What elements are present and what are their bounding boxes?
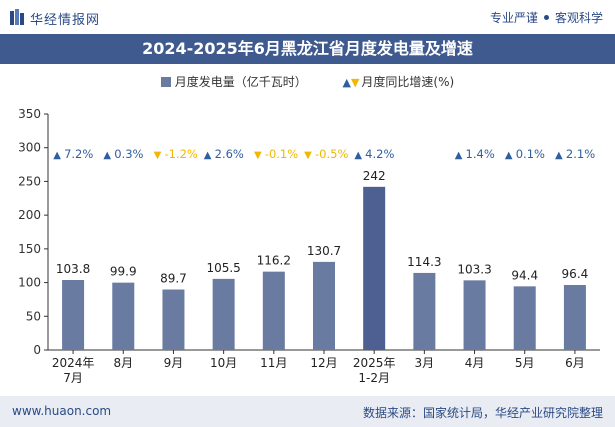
y-tick-label: 350 [18, 107, 41, 121]
tag-professional: 专业严谨 [489, 11, 538, 25]
x-tick-label: 4月 [465, 356, 485, 370]
growth-label: 4.2% [365, 147, 394, 161]
y-tick-label: 250 [18, 174, 41, 188]
legend: 月度发电量（亿千瓦时） ▲▼ 月度同比增速(%) [0, 73, 615, 90]
x-tick-label: 9月 [164, 356, 184, 370]
growth-up-triangle-icon: ▲ [103, 150, 111, 161]
bar [363, 186, 386, 350]
x-tick-label: 2025年 1-2月 [353, 356, 396, 385]
growth-label: 7.2% [64, 147, 93, 161]
bar [212, 278, 235, 350]
legend-bar-label: 月度发电量（亿千瓦时） [174, 75, 307, 89]
y-tick-label: 300 [18, 141, 41, 155]
data-label: 103.3 [457, 262, 491, 276]
data-label: 99.9 [110, 265, 137, 279]
logo-icon [10, 9, 24, 25]
chart-title: 2024-2025年6月黑龙江省月度发电量及增速 [0, 34, 615, 64]
x-tick-label: 5月 [515, 356, 535, 370]
x-tick-label: 11月 [260, 356, 287, 370]
y-tick-label: 150 [18, 242, 41, 256]
data-label: 114.3 [407, 255, 441, 269]
data-label: 96.4 [562, 267, 589, 281]
x-tick-label: 12月 [310, 356, 337, 370]
growth-down-triangle-icon: ▼ [254, 150, 262, 161]
data-label: 242 [363, 169, 386, 183]
growth-label: -1.2% [164, 147, 197, 161]
growth-label: 1.4% [466, 147, 495, 161]
growth-up-triangle-icon: ▲ [354, 150, 362, 161]
growth-down-triangle-icon: ▼ [304, 150, 312, 161]
x-tick-label: 6月 [565, 356, 585, 370]
y-tick-label: 200 [18, 208, 41, 222]
x-tick-label: 10月 [210, 356, 237, 370]
data-label: 94.4 [511, 268, 538, 282]
separator-dot [543, 15, 549, 20]
data-label: 103.8 [56, 262, 90, 276]
data-label: 116.2 [257, 254, 291, 268]
x-tick-label: 3月 [415, 356, 435, 370]
y-tick-label: 0 [33, 343, 41, 357]
data-label: 89.7 [160, 272, 187, 286]
brand-name: 华经情报网 [30, 13, 101, 28]
growth-up-triangle-icon: ▲ [53, 150, 61, 161]
growth-label: 2.1% [566, 147, 595, 161]
legend-growth-label: 月度同比增速(%) [361, 75, 455, 89]
growth-up-triangle-icon: ▲ [555, 150, 563, 161]
bar [563, 284, 586, 350]
growth-label: 0.3% [114, 147, 143, 161]
growth-label: 2.6% [215, 147, 244, 161]
x-tick-label: 8月 [113, 356, 133, 370]
growth-up-triangle-icon: ▲ [505, 150, 513, 161]
growth-up-triangle-icon: ▲ [204, 150, 212, 161]
y-tick-label: 50 [26, 309, 41, 323]
growth-up-triangle-icon: ▲ [455, 150, 463, 161]
bar [112, 282, 135, 350]
legend-bar-swatch [160, 77, 171, 87]
footer: www.huaon.com 数据来源：国家统计局，华经产业研究院整理 [0, 396, 615, 427]
growth-label: -0.5% [315, 147, 348, 161]
legend-up-triangle-icon: ▲ [342, 76, 351, 89]
bar [513, 286, 536, 350]
bar [413, 272, 436, 350]
bar [162, 289, 185, 350]
footer-site: www.huaon.com [12, 404, 112, 418]
bar [313, 261, 335, 350]
header-tags: 专业严谨 客观科学 [490, 9, 603, 26]
top-bar: 华经情报网 专业严谨 客观科学 [0, 0, 615, 34]
growth-label: -0.1% [265, 147, 298, 161]
data-label: 130.7 [307, 244, 341, 258]
legend-down-triangle-icon: ▼ [350, 76, 360, 89]
bar [463, 280, 486, 350]
y-tick-label: 100 [18, 276, 41, 290]
tag-objective: 客观科学 [554, 11, 603, 25]
x-tick-label: 2024年 7月 [52, 356, 95, 385]
bar [62, 280, 85, 350]
growth-label: 0.1% [516, 147, 545, 161]
footer-source: 数据来源：国家统计局，华经产业研究院整理 [362, 406, 603, 420]
bar [262, 271, 285, 350]
growth-down-triangle-icon: ▼ [154, 150, 162, 161]
data-label: 105.5 [206, 261, 240, 275]
